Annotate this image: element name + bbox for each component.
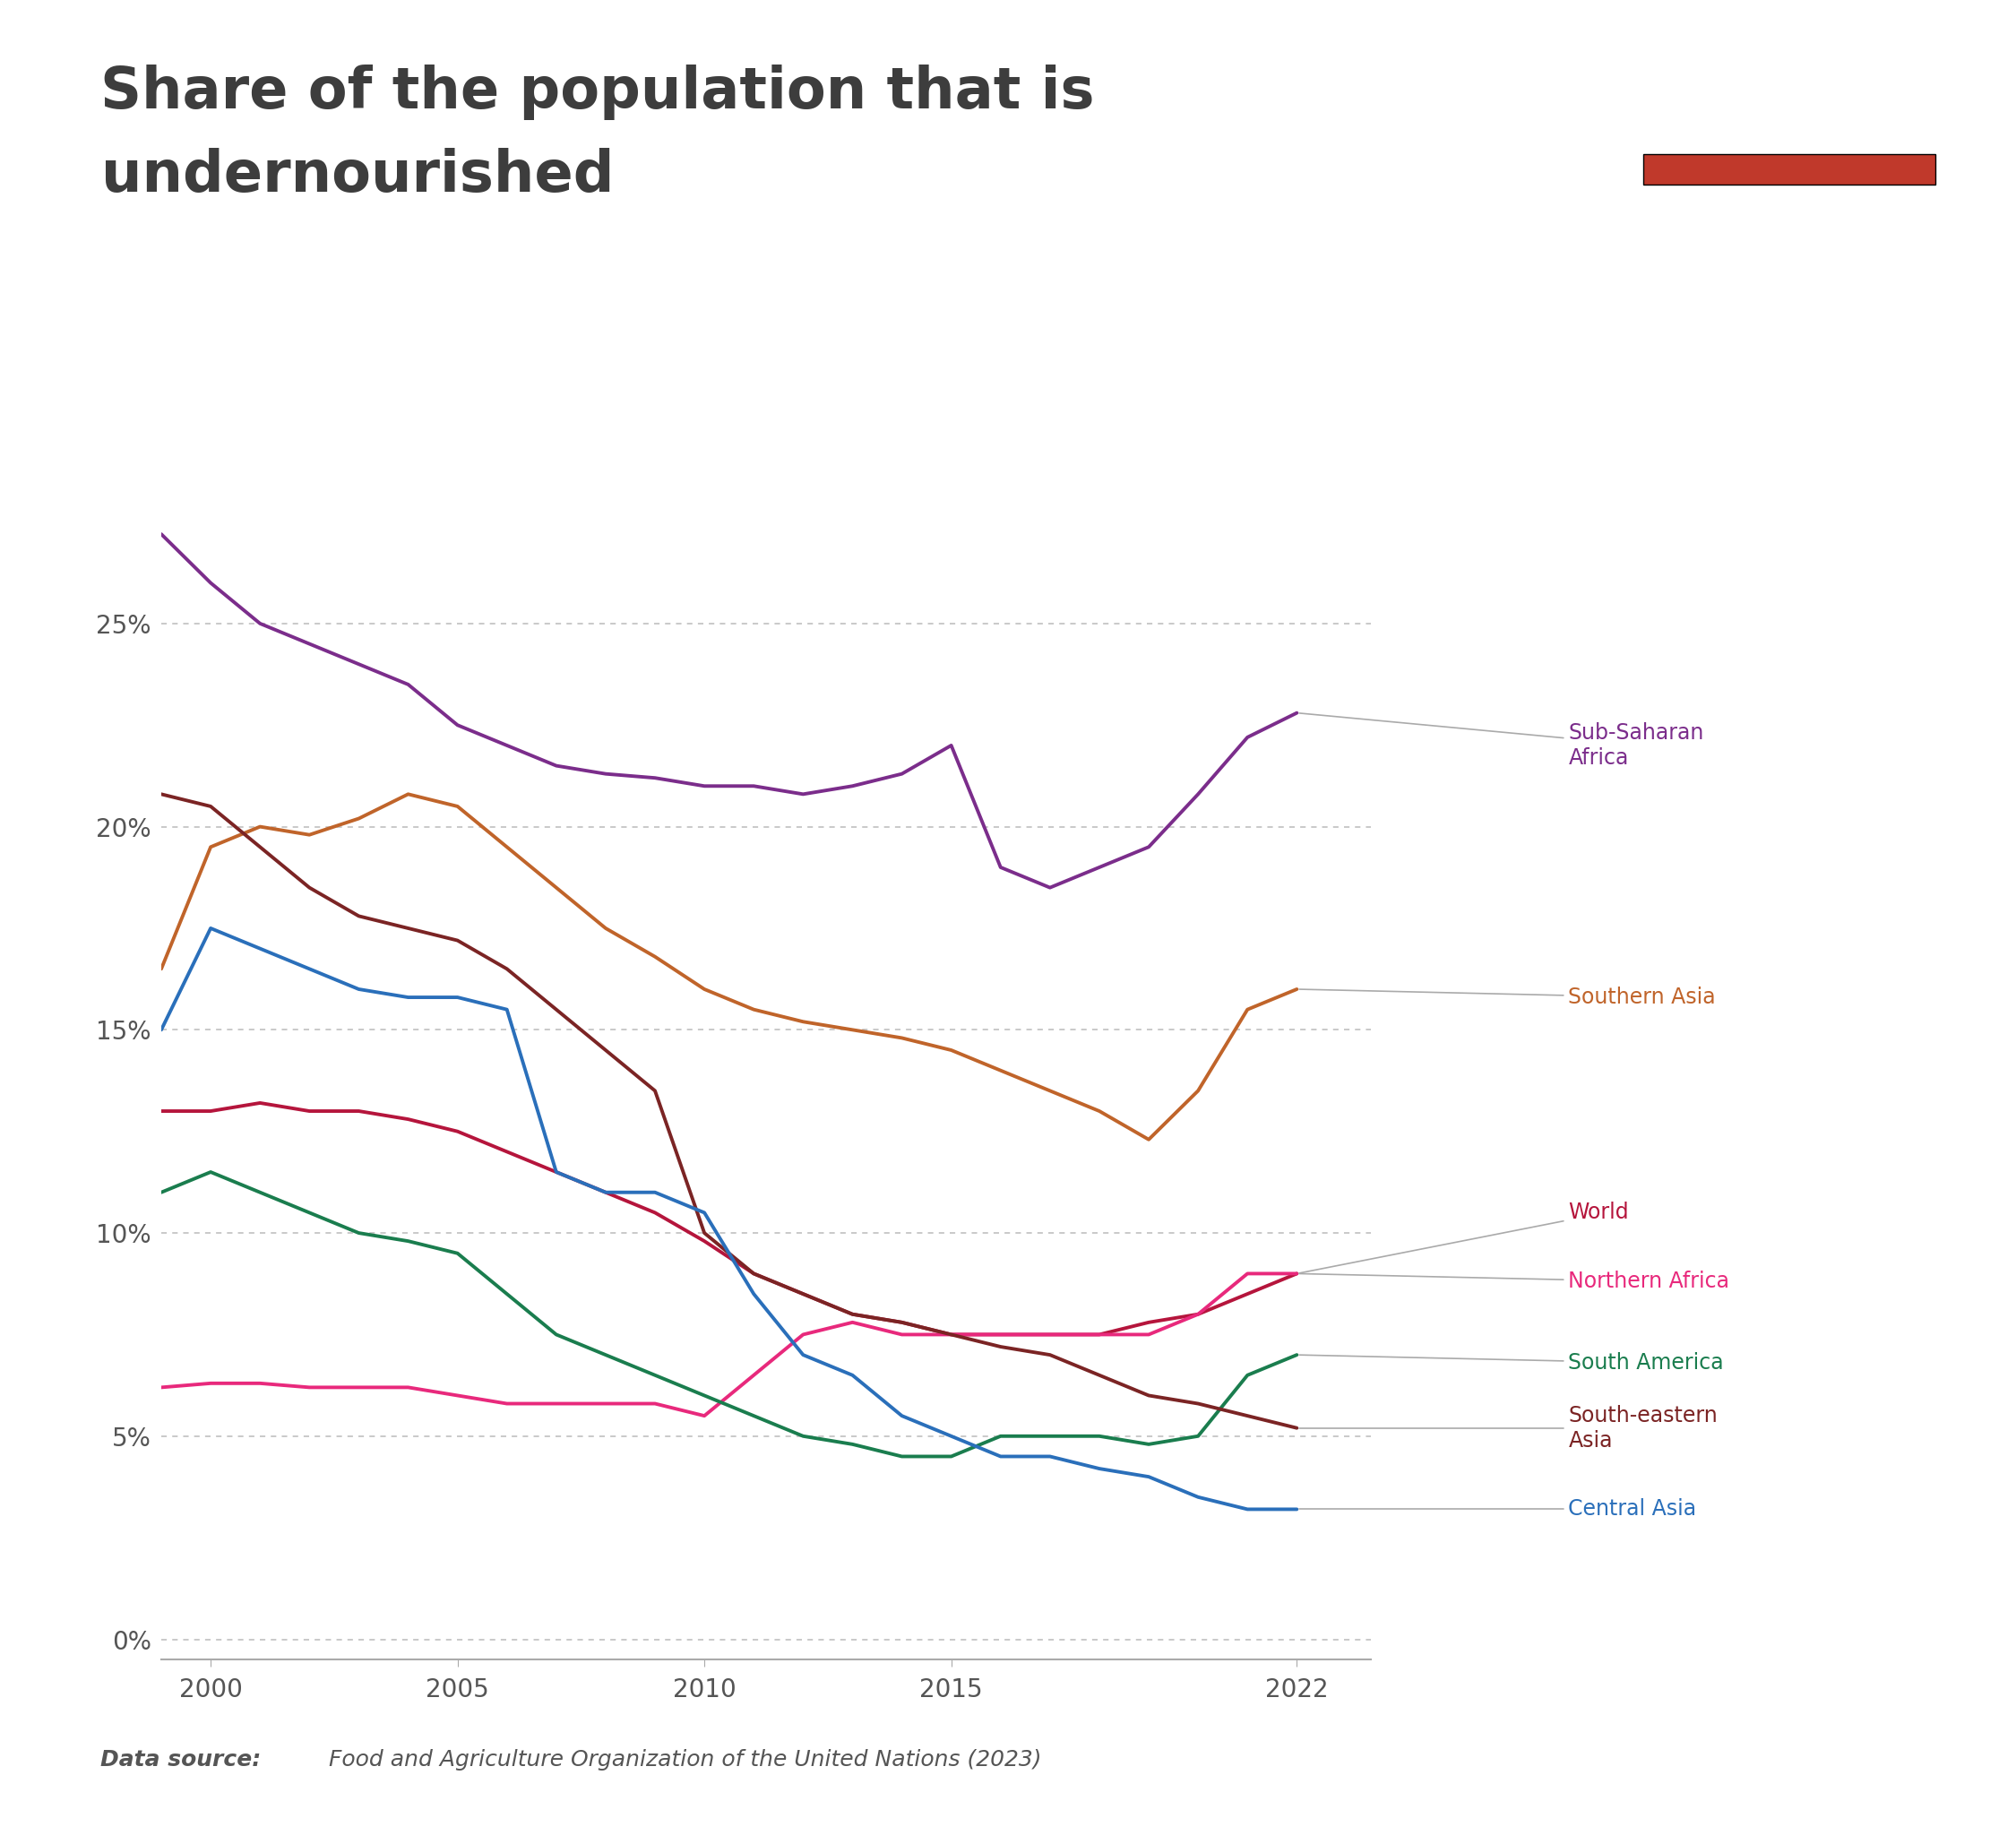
Text: Central Asia: Central Asia	[1298, 1499, 1697, 1519]
Text: Southern Asia: Southern Asia	[1298, 987, 1716, 1009]
Text: Food and Agriculture Organization of the United Nations (2023): Food and Agriculture Organization of the…	[329, 1748, 1042, 1770]
Text: Sub-Saharan
Africa: Sub-Saharan Africa	[1298, 714, 1704, 769]
Text: South America: South America	[1298, 1352, 1724, 1374]
Text: undernourished: undernourished	[101, 148, 613, 203]
Text: World: World	[1298, 1202, 1629, 1272]
Text: Share of the population that is: Share of the population that is	[101, 65, 1095, 120]
Text: Our World: Our World	[1730, 65, 1849, 87]
FancyBboxPatch shape	[1643, 155, 1935, 184]
Text: in Data: in Data	[1746, 111, 1833, 131]
Text: South-eastern
Asia: South-eastern Asia	[1298, 1405, 1718, 1451]
Text: Northern Africa: Northern Africa	[1298, 1271, 1730, 1293]
Text: Data source:: Data source:	[101, 1748, 270, 1770]
